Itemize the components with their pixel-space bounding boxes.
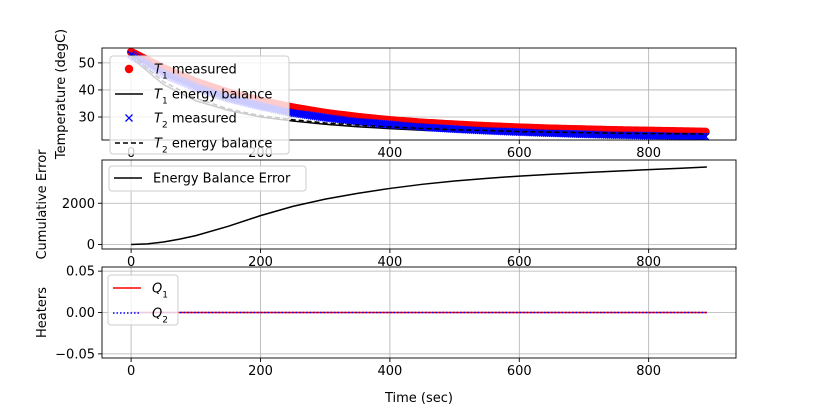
y-tick-label: 0.00 [66, 306, 95, 321]
legend-label: T2 energy balance [154, 137, 272, 156]
y-tick-label: 0 [87, 238, 95, 253]
series-energy-balance-error-line [131, 166, 707, 246]
axes-frame [101, 47, 737, 141]
legend-marker [124, 64, 134, 74]
y-tick-label: 40 [78, 83, 95, 98]
legend-label-base: Q [152, 307, 162, 322]
legend-label-subscript: 1 [162, 97, 168, 107]
y-axis-label: Cumulative Error [35, 149, 50, 260]
legend-label-rest: energy balance [168, 88, 273, 103]
x-tick-label: 800 [636, 146, 661, 161]
x-tick-label: 400 [377, 146, 402, 161]
legend-label: T1 measured [154, 63, 237, 82]
legend-label-base: Q [152, 282, 162, 297]
x-tick-label: 600 [507, 364, 532, 379]
x-axis-label: Time (sec) [384, 391, 453, 405]
legend-marker [125, 114, 133, 122]
legend-label-rest: measured [168, 63, 237, 78]
legend: Energy Balance Error [108, 165, 307, 192]
legend-label-base: T [154, 112, 163, 127]
plot-series-group [131, 166, 707, 246]
legend-label: T1 energy balance [154, 88, 272, 107]
x-tick-label: 600 [507, 255, 532, 270]
x-tick-label: 800 [636, 255, 661, 270]
legend-label-rest: energy balance [168, 137, 273, 152]
x-tick-label: 600 [507, 146, 532, 161]
y-tick-label: 0.05 [66, 265, 95, 280]
legend-label: Energy Balance Error [153, 172, 291, 187]
x-tick-label: 800 [636, 364, 661, 379]
y-tick-label: 2000 [62, 197, 95, 212]
legend-label-base: T [154, 63, 163, 78]
y-tick-label: 30 [78, 111, 95, 126]
x-tick-label: 400 [377, 364, 402, 379]
legend-label-subscript: 2 [162, 121, 168, 131]
legend-label-subscript: 2 [162, 146, 168, 156]
legend-label: Q1 [152, 282, 168, 301]
legend-box [109, 55, 290, 155]
axes-frame [101, 159, 737, 250]
subplot-1: 0200400600800304050Temperature (degC)T1 … [54, 29, 737, 161]
x-tick-label: 0 [127, 364, 135, 379]
legend-label: T2 measured [154, 112, 237, 131]
legend-label-subscript: 1 [162, 72, 168, 82]
x-tick-label: 200 [248, 364, 273, 379]
legend-box [108, 165, 307, 192]
legend-label-subscript: 1 [162, 291, 168, 301]
x-tick-label: 0 [127, 255, 135, 270]
y-axis-label: Temperature (degC) [54, 29, 69, 160]
legend-label-base: T [154, 137, 163, 152]
y-axis-label: Heaters [35, 287, 50, 338]
subplot-2: 0 200 400 600 800 0 2000 Cumulative Error Energy… [35, 149, 737, 270]
legend-label-rest: measured [168, 112, 237, 127]
x-tick-label: 400 [377, 255, 402, 270]
legend-label: Q2 [152, 307, 168, 326]
y-tick-label: −0.05 [55, 347, 95, 362]
legend-label-base: T [154, 88, 163, 103]
y-tick-label: 50 [78, 56, 95, 71]
x-tick-label: 200 [248, 255, 273, 270]
subplot-3: 0 200 400 600 800 −0.05 0.00 0.05 Heaters Time (s… [35, 265, 737, 406]
legend-label-subscript: 2 [162, 316, 168, 326]
